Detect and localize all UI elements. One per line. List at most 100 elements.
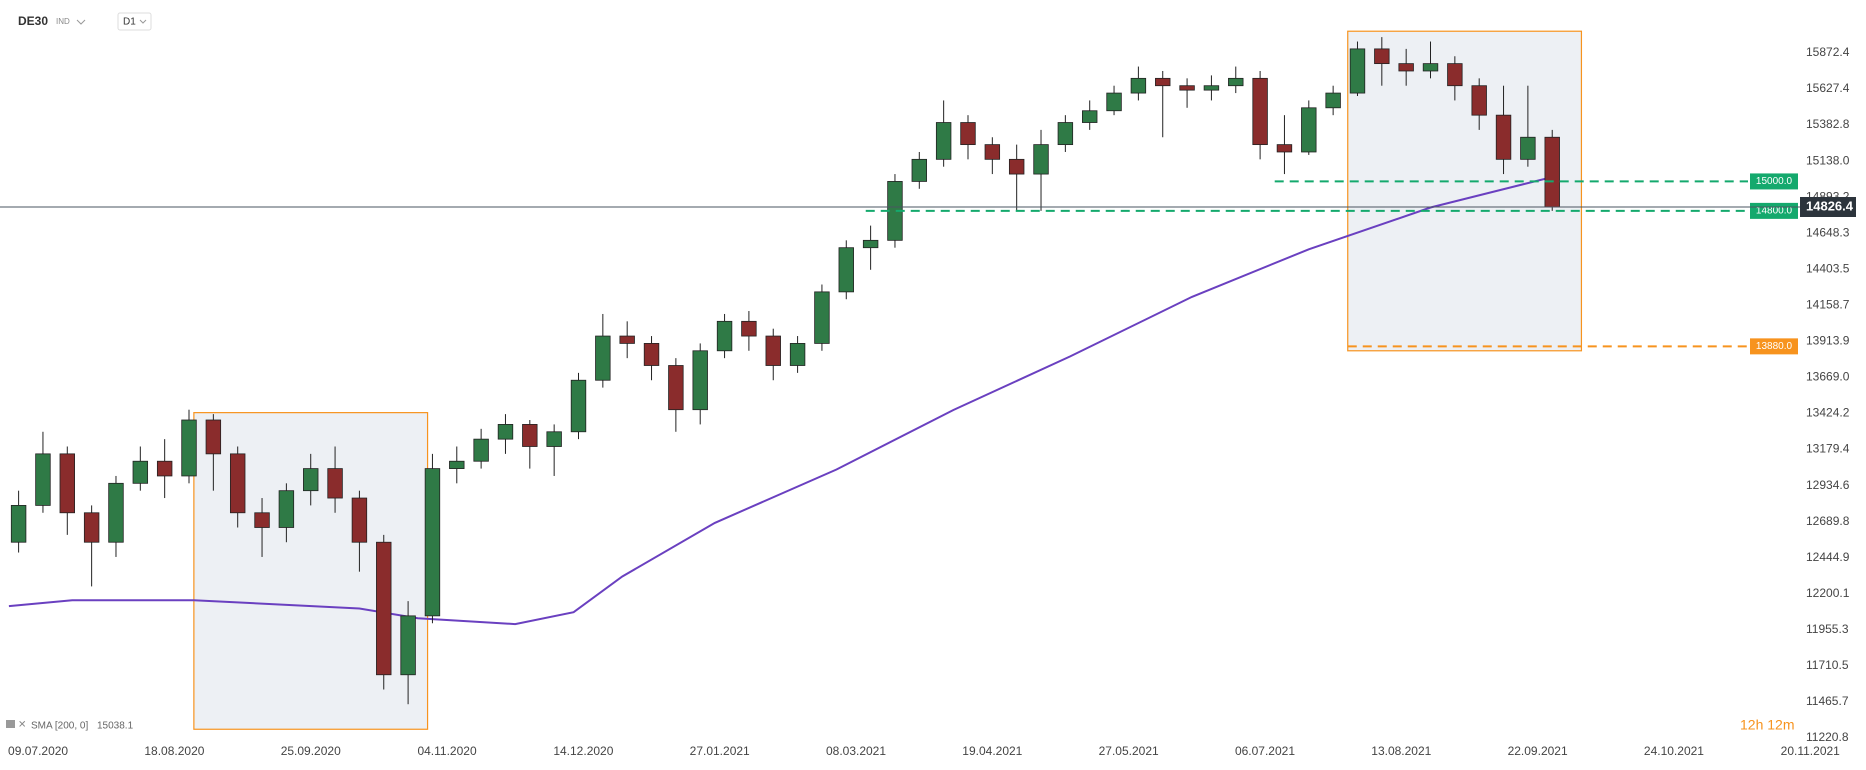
candle-body [1349,48,1366,94]
y-tick-label: 13179.4 [1806,442,1850,456]
candle-body [181,419,197,477]
symbol: DE30 [18,14,48,28]
y-tick-label: 13913.9 [1806,334,1850,348]
candle-body [668,365,684,411]
candle-body [838,247,854,293]
candle-body [1228,77,1244,87]
candle-body [692,350,708,411]
candle-body [303,468,319,492]
level-label: 13880.0 [1756,341,1793,352]
interval[interactable]: D1 [123,17,136,28]
sma-label: SMA [200, 0] [31,721,88,732]
candle-body [1179,85,1195,91]
sma-line [8,174,1558,626]
candle-body [1033,144,1049,175]
dropdown-arrow [139,19,147,24]
zone [1347,30,1583,352]
candle-body [473,438,489,462]
candle-body [570,379,587,433]
y-tick-label: 14648.3 [1806,225,1850,239]
candle-body [156,460,173,477]
y-tick-label: 14403.5 [1806,261,1850,275]
x-tick-label: 13.08.2021 [1371,744,1431,758]
x-tick-label: 04.11.2020 [417,744,476,758]
x-tick-label: 27.01.2021 [690,744,750,758]
candle-body [351,497,368,543]
candle-body [10,505,27,543]
y-tick-label: 12200.1 [1806,586,1850,600]
candle-body [765,335,781,366]
sma-value: 15038.1 [97,721,134,732]
candle-body [1252,77,1268,146]
x-tick-label: 24.10.2021 [1644,744,1704,758]
candle-body [376,541,392,676]
x-tick-label: 19.04.2021 [962,744,1022,758]
indicator-close[interactable]: ✕ [18,720,26,731]
x-tick-label: 09.07.2020 [8,744,68,758]
candle-body [278,490,295,528]
candle-body [400,615,416,676]
candle-body [132,460,149,484]
x-tick-label: 27.05.2021 [1099,744,1159,758]
y-tick-label: 11710.5 [1806,658,1849,672]
candle-body [1520,136,1536,160]
candle-body [449,460,465,469]
candle-body [1374,48,1390,65]
candle-body [1422,63,1439,72]
candle-body [108,482,124,543]
level-label-box [1750,338,1798,355]
x-tick-label: 06.07.2021 [1235,744,1295,758]
candle-body [229,453,246,514]
candle-body [1495,114,1512,160]
y-tick-label: 15138.0 [1806,153,1850,167]
countdown: 12h 12m [1740,717,1794,733]
candle-body [960,122,976,146]
level-label: 14800.0 [1756,206,1793,217]
candle-body [59,453,75,514]
indicator-icon[interactable] [6,720,15,728]
candle-body [1155,77,1171,87]
candle-body [1057,122,1074,146]
candle-body [83,512,100,543]
y-tick-label: 11220.8 [1806,730,1849,744]
candle-body [35,453,51,506]
market: IND [56,17,70,26]
candle-body [1130,77,1147,94]
candle-body [1447,63,1463,87]
candle-body [741,320,757,337]
candle-body [1203,85,1220,91]
y-tick-label: 11465.7 [1806,694,1849,708]
x-tick-label: 08.03.2021 [826,744,886,758]
candle-body [984,144,1001,160]
current-price-box [1800,196,1856,217]
candle-body [254,512,270,528]
candle-body [1301,107,1317,153]
candle-body [1544,136,1560,208]
x-tick-label: 22.09.2021 [1508,744,1568,758]
candle-body [595,335,611,381]
y-tick-label: 11955.3 [1806,622,1849,636]
candle-body [814,291,830,344]
candle-body [1325,92,1341,109]
plot-area: 15872.415627.415382.815138.014893.214648… [0,30,1856,758]
y-tick-label: 15872.4 [1806,45,1850,59]
y-tick-label: 12934.6 [1806,478,1850,492]
candle-body [619,335,635,344]
dropdown-arrow[interactable] [76,19,86,25]
x-tick-label: 25.09.2020 [281,744,341,758]
current-price-label: 14826.4 [1806,198,1854,213]
x-tick-label: 18.08.2020 [144,744,204,758]
candle-body [935,122,952,160]
interval-select[interactable] [117,12,152,31]
candle-body [1471,85,1487,116]
candle-body [1276,144,1293,153]
candle-body [546,431,562,447]
candle-body [1082,110,1098,123]
y-tick-label: 12444.9 [1806,550,1850,564]
y-tick-label: 14158.7 [1806,297,1850,311]
candle-body [716,320,733,352]
candle-body [424,468,441,617]
candle-body [1008,158,1025,175]
x-tick-label: 14.12.2020 [553,744,613,758]
candle-body [911,158,928,182]
